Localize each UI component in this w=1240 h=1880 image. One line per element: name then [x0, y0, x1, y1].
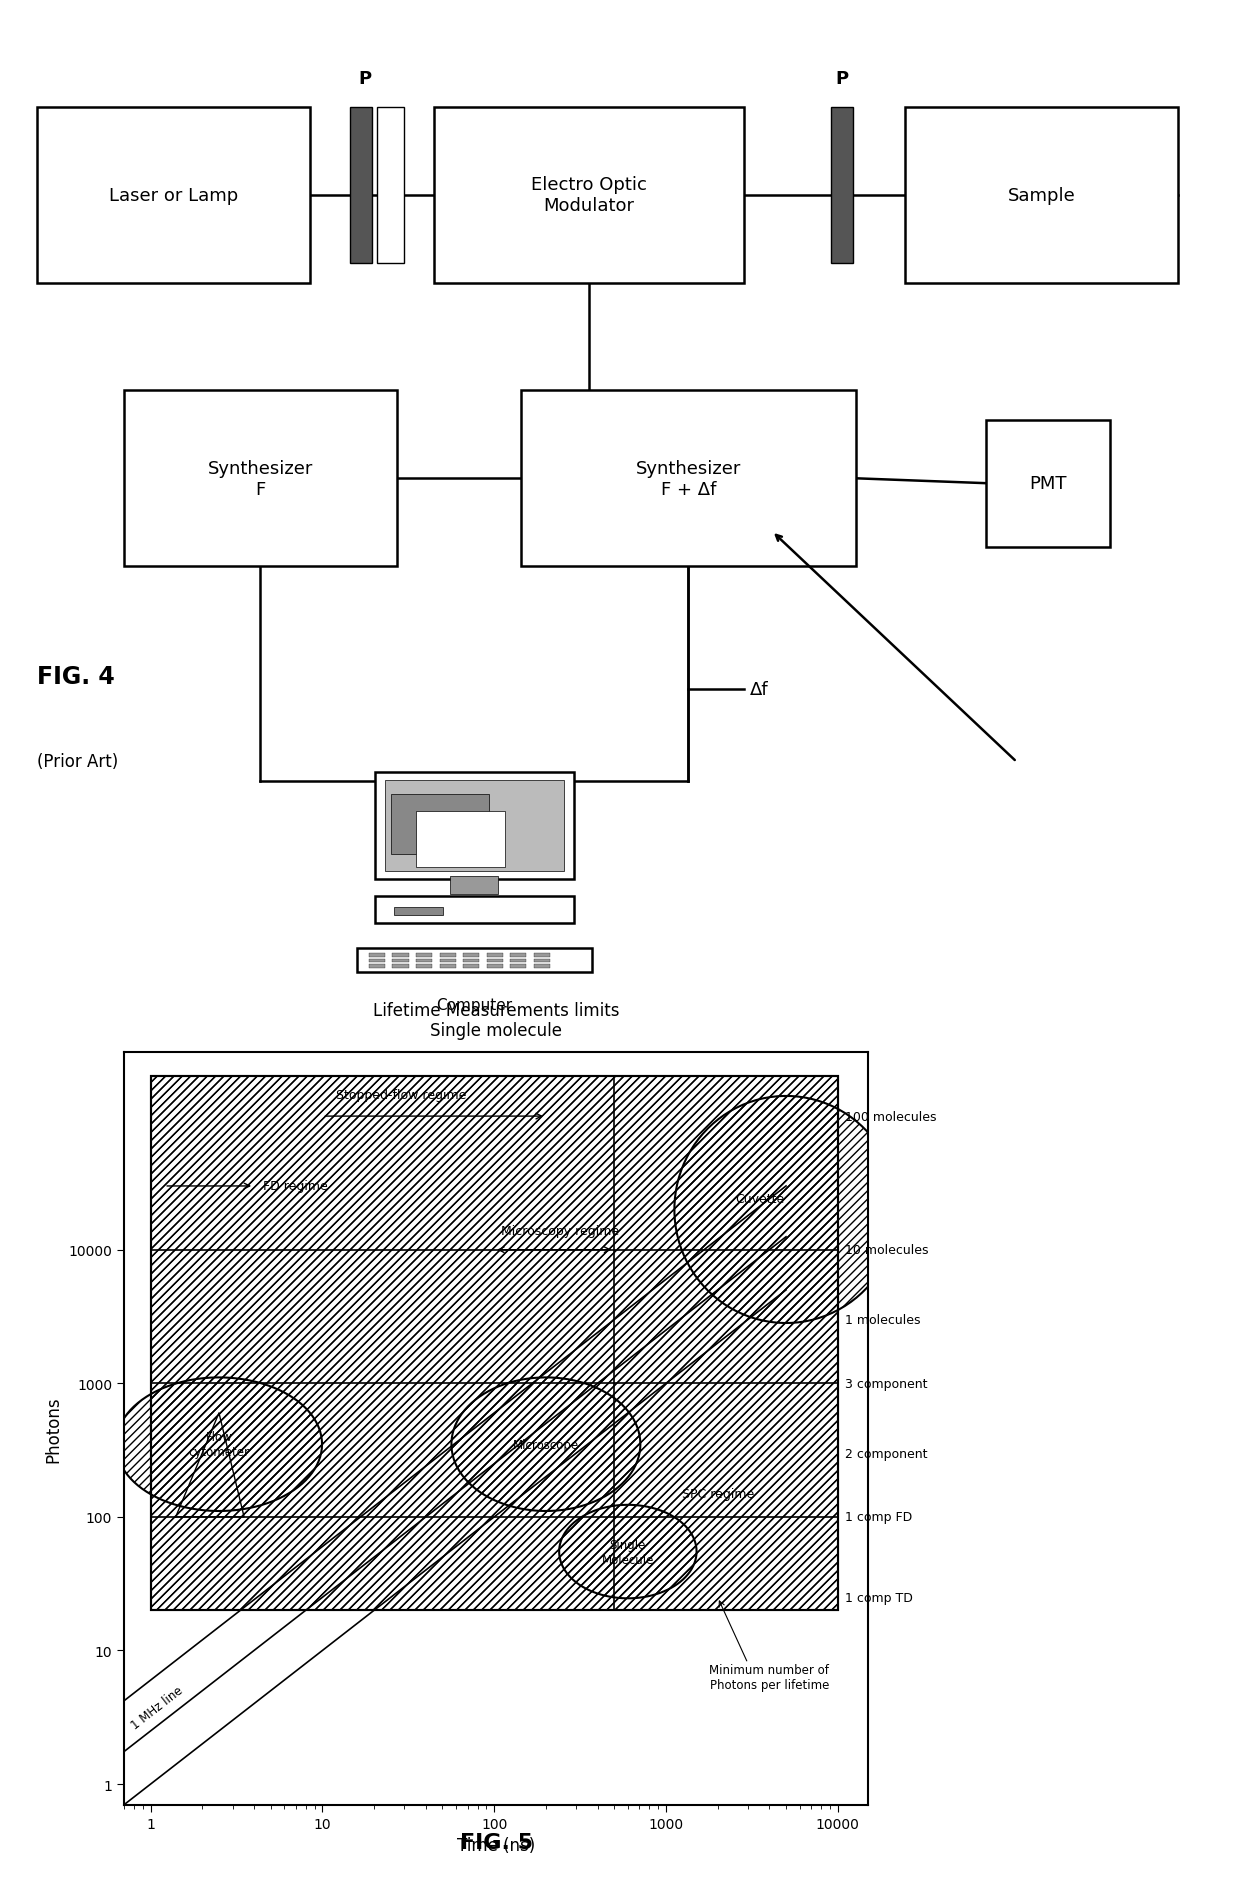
Bar: [486, 959, 503, 963]
Bar: [370, 959, 384, 963]
Bar: [370, 964, 384, 968]
Bar: [392, 959, 408, 963]
Bar: [533, 964, 549, 968]
Bar: [905, 107, 1178, 284]
Bar: [486, 964, 503, 968]
Text: PMT: PMT: [1029, 476, 1066, 493]
Bar: [439, 953, 456, 957]
Bar: [521, 391, 856, 568]
Bar: [150, 1077, 838, 1611]
Bar: [511, 953, 526, 957]
Bar: [377, 107, 404, 263]
Text: Sample: Sample: [1008, 186, 1075, 205]
Bar: [37, 107, 310, 284]
Bar: [511, 964, 526, 968]
Text: FD regime: FD regime: [263, 1181, 327, 1192]
Text: Laser or Lamp: Laser or Lamp: [109, 186, 238, 205]
Bar: [464, 964, 479, 968]
Bar: [124, 391, 397, 568]
Text: Microscope: Microscope: [513, 1438, 579, 1451]
Text: Single molecule: Single molecule: [430, 1021, 562, 1040]
Text: P: P: [358, 70, 371, 88]
Text: Stopped-flow regime: Stopped-flow regime: [336, 1089, 466, 1102]
Text: 10 molecules: 10 molecules: [844, 1243, 929, 1256]
Bar: [350, 107, 372, 263]
Text: 3 component: 3 component: [844, 1376, 928, 1389]
Text: 1 molecules: 1 molecules: [844, 1314, 920, 1327]
Text: Computer: Computer: [436, 996, 512, 1011]
Text: 2 component: 2 component: [844, 1448, 928, 1461]
Bar: [450, 876, 498, 895]
Text: 1 comp TD: 1 comp TD: [844, 1590, 913, 1604]
Bar: [464, 953, 479, 957]
Text: Cuvette: Cuvette: [735, 1192, 784, 1205]
Text: Δf: Δf: [750, 681, 769, 697]
Bar: [357, 948, 593, 972]
Text: Electro Optic
Modulator: Electro Optic Modulator: [531, 177, 647, 214]
Bar: [439, 959, 456, 963]
Bar: [374, 773, 573, 880]
Text: Lifetime Measurements limits: Lifetime Measurements limits: [373, 1000, 619, 1019]
Text: SPC regime: SPC regime: [682, 1487, 754, 1500]
Bar: [831, 107, 853, 263]
X-axis label: Time (ns): Time (ns): [456, 1837, 536, 1854]
Text: Synthesizer
F: Synthesizer F: [208, 459, 312, 498]
Text: 100 molecules: 100 molecules: [844, 1109, 936, 1122]
Text: 1 comp FD: 1 comp FD: [844, 1510, 913, 1523]
Text: Minimum number of
Photons per lifetime: Minimum number of Photons per lifetime: [709, 1664, 830, 1692]
Bar: [370, 953, 384, 957]
Bar: [392, 795, 490, 854]
Bar: [384, 780, 563, 872]
Text: P: P: [836, 70, 848, 88]
Text: FIG. 4: FIG. 4: [37, 666, 115, 688]
Text: Flow
cytometer: Flow cytometer: [188, 1431, 249, 1459]
Bar: [434, 107, 744, 284]
Bar: [486, 953, 503, 957]
Bar: [533, 959, 549, 963]
Bar: [464, 959, 479, 963]
Text: Synthesizer
F + Δf: Synthesizer F + Δf: [636, 459, 740, 498]
Bar: [417, 812, 506, 867]
Bar: [392, 953, 408, 957]
Bar: [415, 959, 432, 963]
Y-axis label: Photons: Photons: [45, 1395, 63, 1463]
Bar: [533, 953, 549, 957]
Text: Microscopy regime: Microscopy regime: [501, 1224, 620, 1237]
Bar: [415, 964, 432, 968]
Text: 1 MHz line: 1 MHz line: [129, 1683, 186, 1731]
Bar: [150, 1077, 838, 1611]
Bar: [374, 897, 573, 923]
Bar: [986, 421, 1110, 547]
Bar: [439, 964, 456, 968]
Bar: [511, 959, 526, 963]
Bar: [150, 1077, 838, 1611]
Bar: [394, 908, 444, 916]
Text: FIG. 5: FIG. 5: [460, 1831, 532, 1852]
Text: Single
Molecule: Single Molecule: [601, 1538, 653, 1566]
Text: (Prior Art): (Prior Art): [37, 752, 119, 771]
Bar: [392, 964, 408, 968]
Bar: [415, 953, 432, 957]
